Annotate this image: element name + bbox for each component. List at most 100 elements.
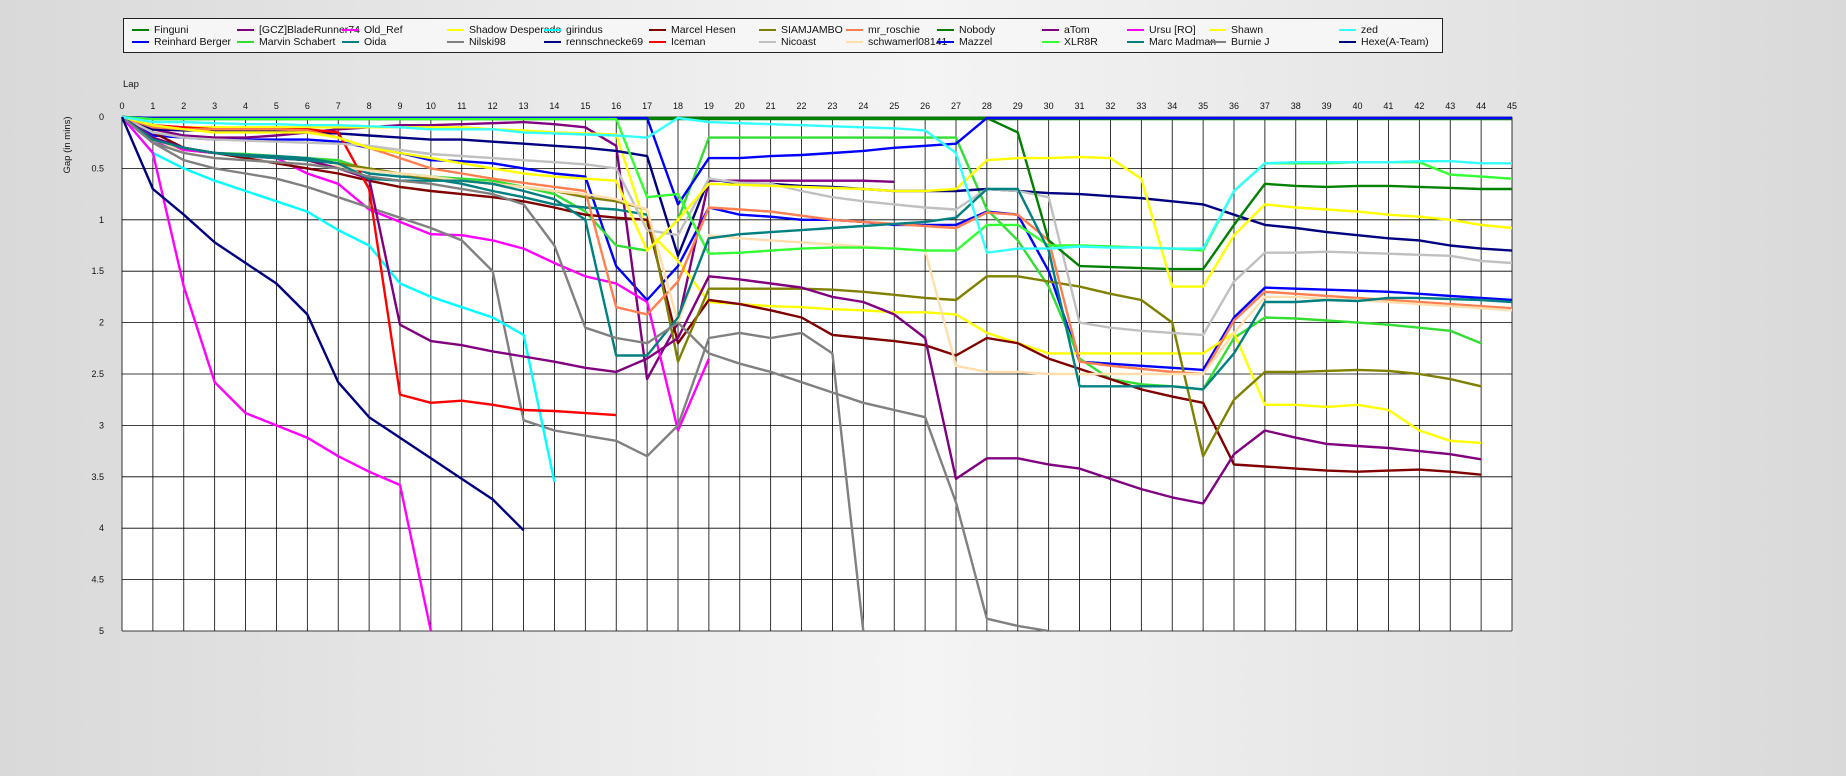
x-tick-label: 45 [1507,101,1517,111]
legend-label: [GCZ]BladeRunner74 [259,24,360,36]
x-tick-label: 22 [797,101,807,111]
y-axis-label: Gap (in mins) [62,116,73,173]
legend-swatch [342,29,359,32]
legend-label: Marc Madman [1149,36,1217,48]
x-tick-label: 41 [1383,101,1393,111]
x-tick-label: 17 [642,101,652,111]
chart-legend: Finguni Reinhard Berger [GCZ]BladeRunner74… [123,18,1443,53]
x-tick-label: 28 [982,101,992,111]
legend-label: Nicoast [781,36,817,48]
legend-swatch [237,29,254,32]
legend-item: Marc Madman [1127,36,1216,48]
legend-item: zed [1339,24,1378,36]
x-tick-label: 43 [1445,101,1455,111]
y-tick-label: 0 [99,112,104,122]
y-tick-label: 4 [99,523,104,533]
legend-label: Shawn [1231,24,1264,36]
legend-swatch [1042,41,1059,44]
legend-item: Finguni [132,24,188,36]
legend-item: Marvin Schabert [237,36,335,48]
series-line-schwamerl08141 [121,116,1513,376]
legend-swatch [759,29,776,32]
x-tick-label: 34 [1167,101,1177,111]
x-tick-label: 0 [119,101,124,111]
legend-item: Nilski98 [447,36,506,48]
x-tick-label: 7 [336,101,341,111]
series-line-burnie-j [121,116,1049,633]
x-tick-label: 26 [920,101,930,111]
x-tick-label: 2 [181,101,186,111]
x-tick-label: 20 [735,101,745,111]
x-tick-label: 42 [1414,101,1424,111]
x-tick-label: 6 [305,101,310,111]
legend-label: Old_Ref [364,24,403,36]
legend-item: Ursu [RO] [1127,24,1196,36]
legend-item: Iceman [649,36,705,48]
legend-item: aTom [1042,24,1090,36]
x-tick-label: 12 [488,101,498,111]
legend-item: Shadow Desperado [447,24,561,36]
legend-item: SIAMJAMBO [759,24,843,36]
legend-label: aTom [1064,24,1090,36]
x-tick-label: 5 [274,101,279,111]
legend-item: Reinhard Berger [132,36,231,48]
legend-item: XLR8R [1042,36,1098,48]
series-line-nilski98 [121,116,865,632]
y-tick-label: 4.5 [91,575,104,585]
legend-label: Shadow Desperado [469,24,562,36]
x-tick-label: 23 [827,101,837,111]
x-tick-label: 15 [580,101,590,111]
legend-swatch [342,41,359,44]
x-tick-label: 25 [889,101,899,111]
legend-swatch [1339,29,1356,32]
x-tick-label: 32 [1105,101,1115,111]
x-tick-label: 19 [704,101,714,111]
legend-label: Iceman [671,36,706,48]
legend-item: Hexe(A-Team) [1339,36,1429,48]
y-tick-label: 3.5 [91,472,104,482]
x-tick-label: 14 [549,101,559,111]
legend-item: Shawn [1209,24,1263,36]
x-tick-label: 4 [243,101,248,111]
legend-swatch [132,29,149,32]
legend-label: Nobody [959,24,996,36]
legend-label: Marvin Schabert [259,36,336,48]
x-tick-label: 24 [858,101,868,111]
legend-item: Mazzel [937,36,992,48]
legend-swatch [447,29,464,32]
legend-swatch [447,41,464,44]
legend-label: girindus [566,24,603,36]
legend-item: Burnie J [1209,36,1270,48]
legend-label: Finguni [154,24,189,36]
y-tick-label: 3 [99,420,104,430]
legend-swatch [1042,29,1059,32]
legend-swatch [846,41,863,44]
legend-swatch [759,41,776,44]
legend-item: Old_Ref [342,24,403,36]
series-line-girindus [121,116,556,483]
legend-swatch [649,41,666,44]
legend-swatch [544,29,561,32]
x-tick-label: 37 [1260,101,1270,111]
legend-item: Nicoast [759,36,816,48]
x-tick-label: 27 [951,101,961,111]
legend-label: Hexe(A-Team) [1361,36,1429,48]
legend-item: rennschnecke69 [544,36,643,48]
x-tick-label: 38 [1291,101,1301,111]
legend-label: Marcel Hesen [671,24,736,36]
x-tick-label: 1 [150,101,155,111]
legend-label: rennschnecke69 [566,36,644,48]
legend-label: Ursu [RO] [1149,24,1196,36]
legend-swatch [937,29,954,32]
x-axis-label: Lap [123,79,139,90]
series-line-hexe-a-team [120,116,525,532]
legend-swatch [649,29,666,32]
legend-label: schwamerl08141 [868,36,948,48]
legend-swatch [937,41,954,44]
legend-swatch [1127,41,1144,44]
x-tick-label: 36 [1229,101,1239,111]
series-line-marcel-hesen [121,115,1482,476]
x-tick-label: 33 [1136,101,1146,111]
x-tick-label: 21 [766,101,776,111]
series-line-marvin-schabert [121,116,1482,391]
